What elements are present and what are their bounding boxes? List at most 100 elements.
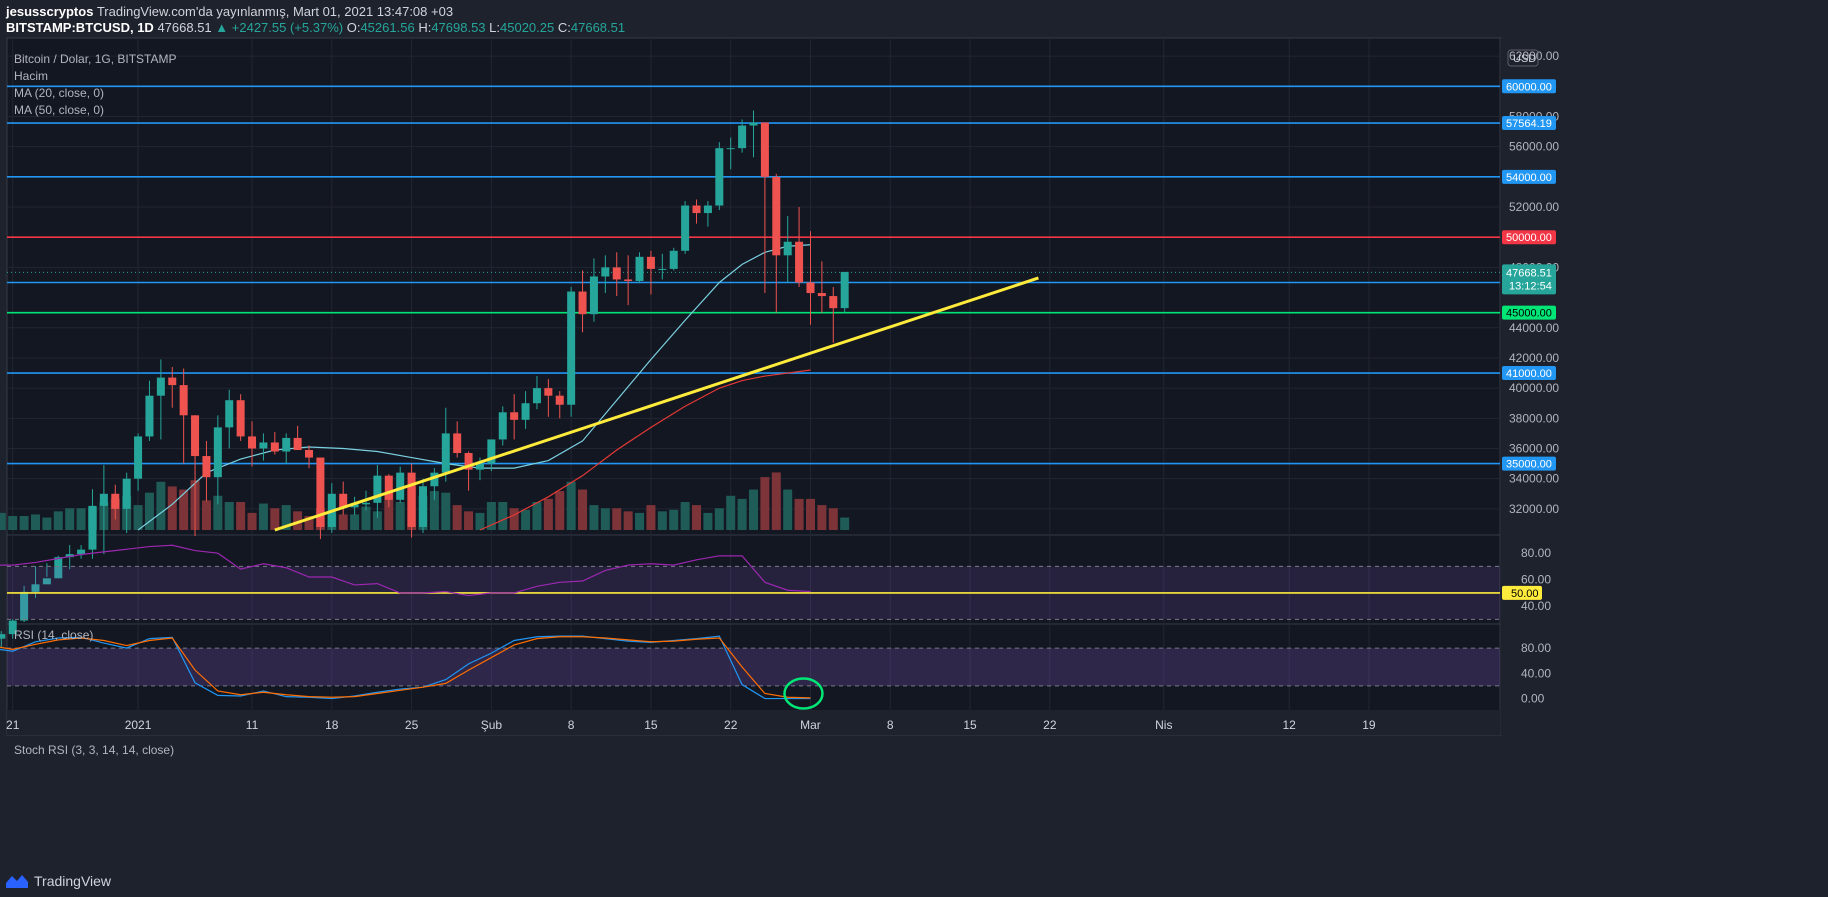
candle-body[interactable]	[589, 276, 598, 315]
candle-body[interactable]	[646, 256, 655, 269]
candle-body[interactable]	[362, 502, 371, 505]
candle-body[interactable]	[544, 388, 553, 396]
trendline[interactable]	[274, 276, 1039, 532]
candle-body[interactable]	[441, 433, 450, 473]
candle-body[interactable]	[65, 554, 74, 558]
candle-body[interactable]	[726, 148, 735, 150]
candle-body[interactable]	[282, 437, 291, 452]
candle-body[interactable]	[236, 400, 245, 437]
volume-bar	[167, 486, 177, 530]
candle-body[interactable]	[795, 241, 804, 283]
candle-body[interactable]	[453, 433, 462, 454]
candle-body[interactable]	[305, 450, 314, 458]
candle-body[interactable]	[99, 493, 108, 506]
candle-body[interactable]	[225, 400, 234, 428]
candle-body[interactable]	[350, 504, 359, 508]
candle-body[interactable]	[555, 395, 564, 405]
time-tick-label: 11	[246, 718, 259, 732]
candle-body[interactable]	[293, 437, 302, 451]
low-value: 45020.25	[500, 20, 555, 35]
price-tick-label: 32000.00	[1509, 502, 1559, 516]
candle-body[interactable]	[703, 205, 712, 214]
candle-body[interactable]	[601, 267, 610, 277]
volume-bar	[42, 517, 52, 530]
candle-body[interactable]	[42, 578, 51, 585]
candle-body[interactable]	[783, 241, 792, 256]
candle-body[interactable]	[806, 282, 815, 294]
candle-body[interactable]	[487, 439, 496, 464]
candle-body[interactable]	[692, 205, 701, 214]
rsi-tick-label: 80.00	[1521, 546, 1551, 560]
candle-body[interactable]	[840, 271, 849, 309]
candle-body[interactable]	[715, 148, 724, 206]
candle-body[interactable]	[817, 293, 826, 297]
volume-bar	[133, 505, 143, 530]
candle-body[interactable]	[145, 395, 154, 437]
ma20-line	[137, 244, 811, 531]
candle-body[interactable]	[202, 456, 211, 478]
volume-bar	[600, 508, 610, 530]
candle-body[interactable]	[8, 620, 17, 635]
candle-body[interactable]	[567, 291, 576, 405]
candle-body[interactable]	[521, 403, 530, 420]
candle-body[interactable]	[760, 122, 769, 177]
candle-body[interactable]	[829, 296, 838, 309]
candle-body[interactable]	[168, 377, 177, 386]
candle-body[interactable]	[339, 493, 348, 508]
candle-body[interactable]	[635, 256, 644, 281]
candle-body[interactable]	[248, 436, 257, 449]
highlight-ellipse[interactable]	[783, 677, 824, 710]
candle-body[interactable]	[20, 591, 29, 621]
candle-body[interactable]	[396, 472, 405, 500]
candle-body[interactable]	[464, 453, 473, 470]
volume-bar	[612, 508, 622, 530]
candle-body[interactable]	[191, 415, 200, 457]
volume-bar	[657, 511, 667, 530]
footer-brand[interactable]: TradingView	[6, 873, 111, 889]
level-price-tag	[1502, 305, 1556, 320]
volume-bar	[623, 511, 633, 530]
candle-body[interactable]	[77, 549, 86, 555]
volume-bar	[258, 503, 268, 530]
candle-body[interactable]	[384, 475, 393, 500]
candle-body[interactable]	[624, 279, 633, 281]
candle-body[interactable]	[88, 505, 97, 550]
candle-body[interactable]	[658, 268, 667, 270]
candle-body[interactable]	[0, 634, 6, 639]
volume-bar	[224, 502, 234, 530]
currency-badge[interactable]	[1507, 49, 1539, 67]
candle-body[interactable]	[669, 250, 678, 269]
candle-body[interactable]	[134, 436, 143, 479]
candle-body[interactable]	[430, 472, 439, 487]
candle-body[interactable]	[31, 584, 40, 592]
candle-body[interactable]	[270, 442, 279, 452]
candle-body[interactable]	[578, 291, 587, 315]
volume-bar	[509, 508, 519, 530]
candle-body[interactable]	[156, 377, 165, 396]
candle-body[interactable]	[316, 457, 325, 527]
candle-body[interactable]	[532, 388, 541, 404]
candle-body[interactable]	[510, 412, 519, 420]
candle-body[interactable]	[738, 125, 747, 149]
plot-area[interactable]	[6, 37, 1503, 736]
candle-body[interactable]	[407, 472, 416, 527]
candle-body[interactable]	[373, 475, 382, 503]
candle-body[interactable]	[54, 557, 63, 579]
candle-body[interactable]	[475, 463, 484, 470]
candle-body[interactable]	[179, 385, 188, 416]
chart-legend: Bitcoin / Dolar, 1G, BITSTAMP Hacim MA (…	[14, 51, 177, 119]
candle-body[interactable]	[259, 442, 268, 449]
candle-body[interactable]	[111, 493, 120, 509]
candle-body[interactable]	[418, 486, 427, 527]
volume-bar	[749, 489, 758, 530]
candle-body[interactable]	[612, 267, 621, 280]
candle-body[interactable]	[681, 205, 690, 251]
volume-bar	[452, 505, 462, 530]
candle-body[interactable]	[749, 122, 758, 126]
candle-body[interactable]	[213, 427, 222, 478]
candle-body[interactable]	[772, 176, 781, 256]
volume-bar	[372, 511, 382, 530]
candle-body[interactable]	[498, 412, 507, 440]
candle-body[interactable]	[122, 478, 131, 509]
